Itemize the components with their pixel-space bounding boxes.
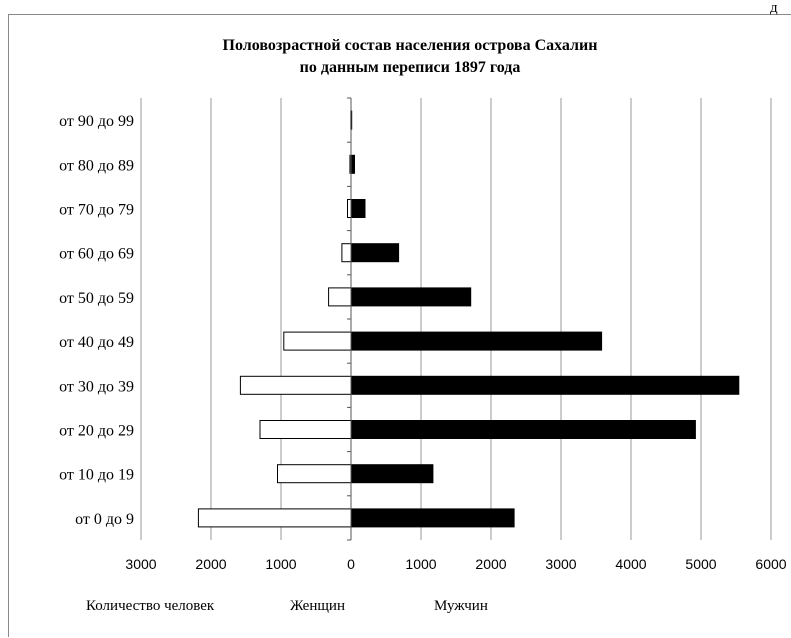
center-axis: [347, 97, 352, 541]
x-tick-5: 2000: [475, 556, 506, 572]
x-tick-7: 4000: [615, 556, 646, 572]
category-label-1: от 10 до 19: [59, 467, 134, 484]
bar-men-5: [350, 287, 472, 307]
x-tick-2: 1000: [265, 556, 296, 572]
bar-women-3: [239, 375, 352, 395]
category-labels: от 0 до 9 от 10 до 19 от 20 до 29 от 30 до …: [59, 113, 134, 528]
bar-women-4: [283, 331, 352, 351]
bar-women-6: [341, 243, 352, 263]
bar-women-0: [197, 508, 352, 528]
x-tick-labels: 3000 2000 1000 0 1000 2000 3000 4000 5000 6000: [125, 556, 786, 572]
bar-men-1: [350, 464, 434, 484]
chart-title: Половозрастной состав населения острова …: [223, 37, 598, 54]
bar-women-1: [277, 464, 352, 484]
bar-women-5: [328, 287, 352, 307]
gridlines: [140, 98, 772, 540]
bar-men-3: [350, 375, 740, 395]
bar-men-7: [350, 199, 366, 218]
category-label-5: от 50 до 59: [59, 290, 134, 307]
category-label-8: от 80 до 89: [59, 157, 134, 174]
x-tick-4: 1000: [405, 556, 436, 572]
x-tick-6: 3000: [545, 556, 576, 572]
bars-group: [197, 110, 740, 528]
category-label-9: от 90 до 99: [59, 113, 134, 130]
x-tick-9: 6000: [755, 556, 786, 572]
x-tick-3: 0: [347, 556, 355, 572]
x-tick-0: 3000: [125, 556, 156, 572]
bar-men-8: [350, 154, 355, 174]
chart-subtitle: по данным переписи 1897 года: [300, 59, 521, 76]
bar-men-0: [350, 508, 515, 528]
legend-men: Мужчин: [434, 598, 488, 614]
category-label-4: от 40 до 49: [59, 334, 134, 351]
bar-men-4: [350, 331, 603, 351]
page-corner-mark: д: [770, 0, 778, 16]
bar-women-7: [347, 199, 352, 218]
category-label-2: от 20 до 29: [59, 423, 134, 440]
category-label-6: от 60 до 69: [59, 246, 134, 263]
category-label-0: от 0 до 9: [75, 511, 134, 528]
x-axis-label: Количество человек: [86, 598, 215, 614]
x-tick-1: 2000: [195, 556, 226, 572]
chart-frame: [8, 14, 791, 637]
category-label-3: от 30 до 39: [59, 378, 134, 395]
x-tick-8: 5000: [685, 556, 716, 572]
bar-women-2: [259, 420, 352, 439]
bar-men-2: [350, 420, 696, 439]
bar-men-6: [350, 243, 400, 263]
category-label-7: от 70 до 79: [59, 202, 134, 219]
legend-women: Женщин: [290, 598, 345, 614]
